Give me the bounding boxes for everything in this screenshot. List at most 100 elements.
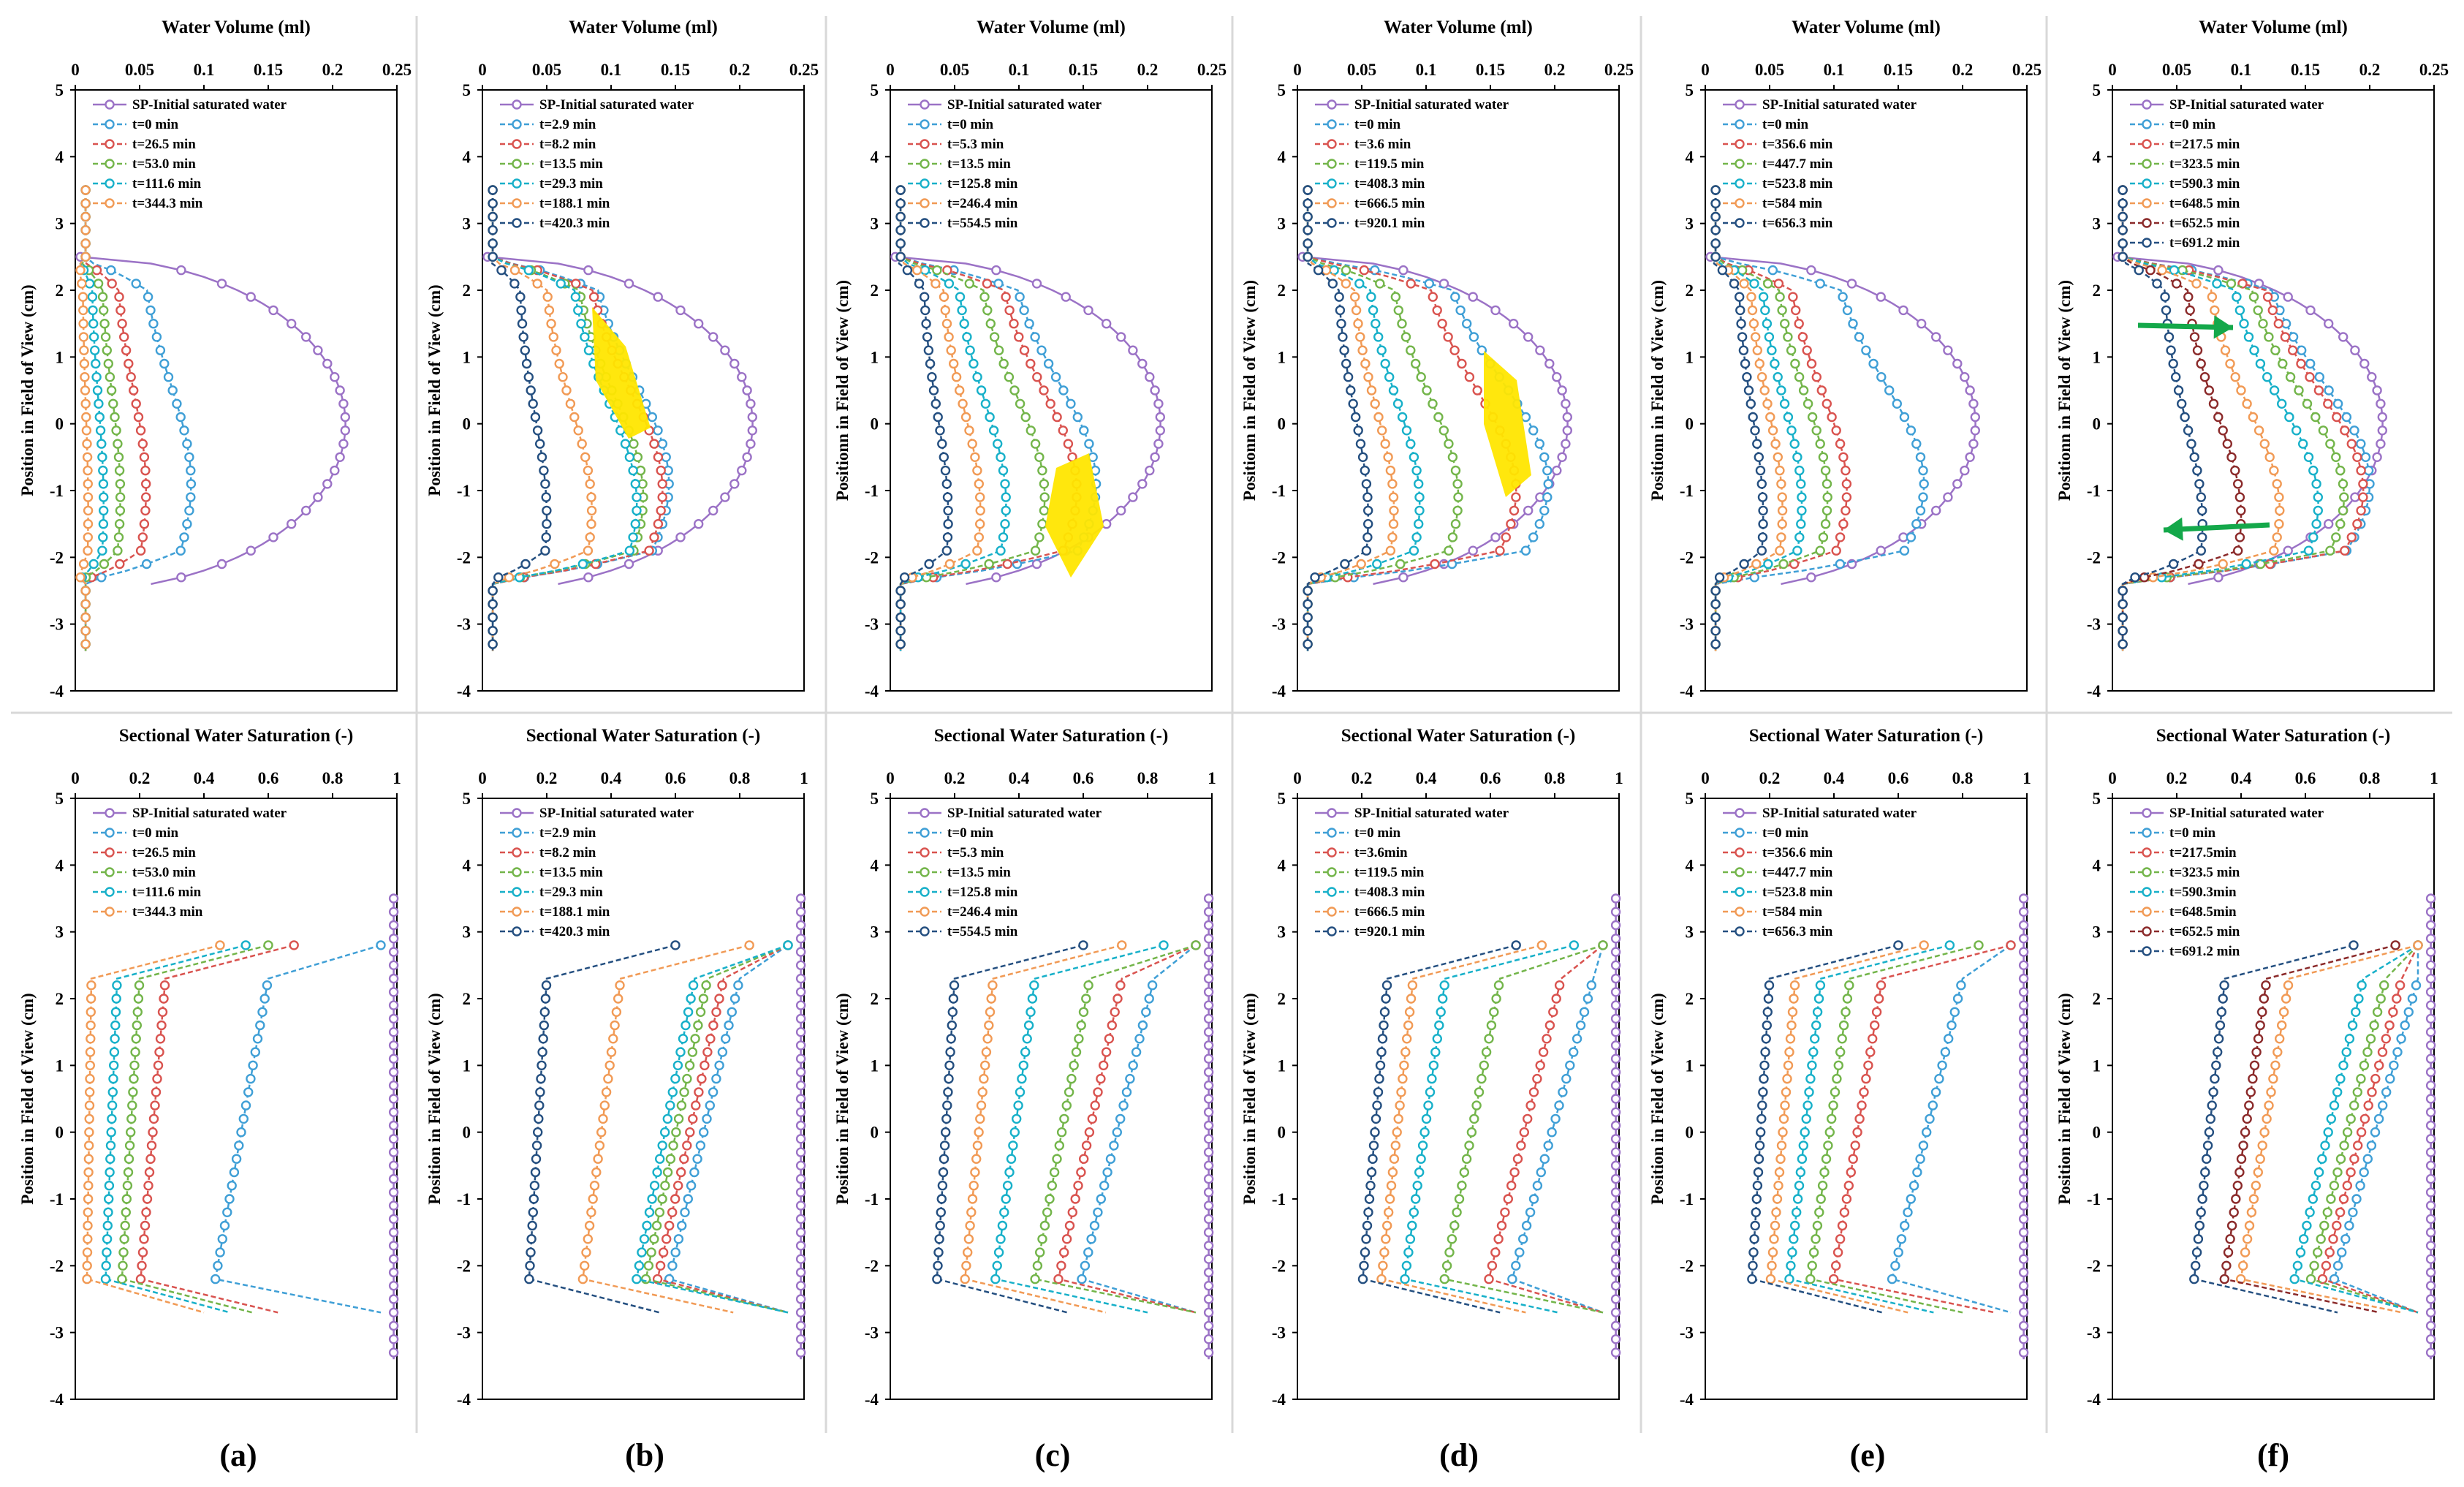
series-6-point <box>2390 940 2400 950</box>
series-3-point <box>1762 279 1773 289</box>
series-2-point <box>1816 385 1827 396</box>
series-2-point <box>135 545 146 556</box>
series-2-point <box>2237 279 2248 289</box>
series-3-point <box>1416 372 1426 382</box>
series-1-point <box>1536 1167 1547 1178</box>
series-1-point <box>186 492 196 502</box>
x-tick-label: 0 <box>2108 769 2117 787</box>
series-5-point <box>2257 1140 2267 1151</box>
series-2-point <box>137 532 148 542</box>
series-5-point <box>974 519 985 529</box>
series-3-point <box>1812 1220 1823 1231</box>
initial-saturated-water-point <box>388 1200 399 1211</box>
series-6-point <box>1303 639 1313 649</box>
legend-marker <box>1735 218 1745 228</box>
x-tick-label: 0.8 <box>2359 769 2381 787</box>
series-3-point <box>1838 1020 1849 1031</box>
series-6-point <box>2236 1154 2247 1164</box>
legend-marker <box>512 828 522 838</box>
series-3-point <box>1811 1234 1821 1244</box>
series-6-point <box>1762 1007 1773 1018</box>
series-1-point <box>1868 358 1879 369</box>
series-3-point <box>1438 425 1449 436</box>
initial-saturated-water-point <box>388 1013 399 1024</box>
series-5-point <box>611 1007 622 1018</box>
initial-saturated-water-point <box>1203 960 1214 971</box>
series-5-point <box>586 505 597 516</box>
series-3-point <box>698 994 709 1004</box>
series-3-point <box>693 1020 703 1031</box>
series-7-point <box>2207 1100 2217 1110</box>
series-5-point <box>585 479 595 489</box>
series-4-point <box>1809 1034 1820 1044</box>
series-4-point <box>88 332 99 342</box>
series-5-point <box>83 1207 94 1218</box>
series-6-point <box>935 425 945 436</box>
series-5-point <box>584 1220 595 1231</box>
initial-saturated-water-point <box>301 332 311 342</box>
series-1-point <box>1507 1274 1517 1284</box>
series-4-point <box>1794 1180 1805 1191</box>
series-6-point <box>488 586 498 596</box>
series-3-point <box>2338 479 2349 489</box>
series-4-point <box>2317 1154 2327 1164</box>
legend-entry: t=323.5 min <box>2169 156 2240 172</box>
series-5-point <box>1407 980 1418 991</box>
series-2-point <box>662 1234 672 1244</box>
series-6-point <box>531 1154 542 1164</box>
series-6-point <box>895 599 906 609</box>
series-2-point <box>1516 1140 1526 1151</box>
series-1-point <box>1096 1194 1107 1204</box>
series-2-point <box>2388 1007 2398 1018</box>
legend-entry: t=356.6 min <box>1762 845 1833 860</box>
legend-entry: t=0 min <box>2169 825 2216 841</box>
series-3-point <box>2335 519 2346 529</box>
series-4-point <box>2323 1127 2333 1138</box>
series-3-point <box>1777 305 1787 316</box>
series-1-point <box>1102 1167 1112 1178</box>
initial-saturated-water-point <box>1203 973 1214 984</box>
series-6-point <box>940 1127 951 1138</box>
series-1-point <box>227 1180 237 1191</box>
series-1-point <box>2370 1127 2381 1138</box>
initial-saturated-water-point <box>737 372 747 382</box>
initial-saturated-water-point <box>2425 1187 2436 1197</box>
y-tick-label: 3 <box>2093 923 2101 942</box>
series-5-point <box>80 626 91 636</box>
series-2-point <box>1503 1194 1514 1204</box>
series-4-point <box>1410 1194 1421 1204</box>
series-2-point <box>1794 319 1804 329</box>
y-tick-label: -3 <box>865 616 879 634</box>
series-2-point <box>1532 1073 1542 1084</box>
series-4-point <box>1801 1113 1811 1124</box>
series-3-point <box>1826 1113 1837 1124</box>
series-5-point <box>546 319 556 329</box>
series-2-line <box>2121 190 2365 651</box>
series-4-point <box>1430 1047 1441 1057</box>
series-4-point <box>998 465 1009 476</box>
legend-entry: t=13.5 min <box>947 156 1011 172</box>
series-7-point <box>2118 185 2128 195</box>
series-4-line <box>994 944 1164 1314</box>
series-3-point <box>1083 980 1093 991</box>
legend-entry: t=111.6 min <box>132 176 202 192</box>
series-3-point <box>1484 1034 1494 1044</box>
series-1-point <box>219 1220 230 1231</box>
series-6-point <box>1355 439 1366 449</box>
chart-title: Sectional Water Saturation (-) <box>1749 726 1984 746</box>
series-2-point <box>697 1073 707 1084</box>
series-4-point <box>100 1274 111 1284</box>
series-2-point <box>151 1087 162 1097</box>
initial-saturated-water-point <box>2425 1307 2436 1318</box>
y-tick-label: 2 <box>463 990 471 1008</box>
series-1-point <box>1525 1207 1536 1218</box>
series-5-point <box>1399 1060 1409 1071</box>
initial-saturated-water-point <box>1490 532 1501 542</box>
series-3-point <box>129 1060 140 1071</box>
series-4-point <box>996 1234 1006 1244</box>
series-1-point <box>1861 345 1871 355</box>
series-3-point <box>2312 1247 2323 1257</box>
y-axis-label: Position in Field of View (cm) <box>833 993 852 1204</box>
series-2-point <box>2335 1207 2346 1218</box>
series-2-point <box>1484 1274 1494 1284</box>
